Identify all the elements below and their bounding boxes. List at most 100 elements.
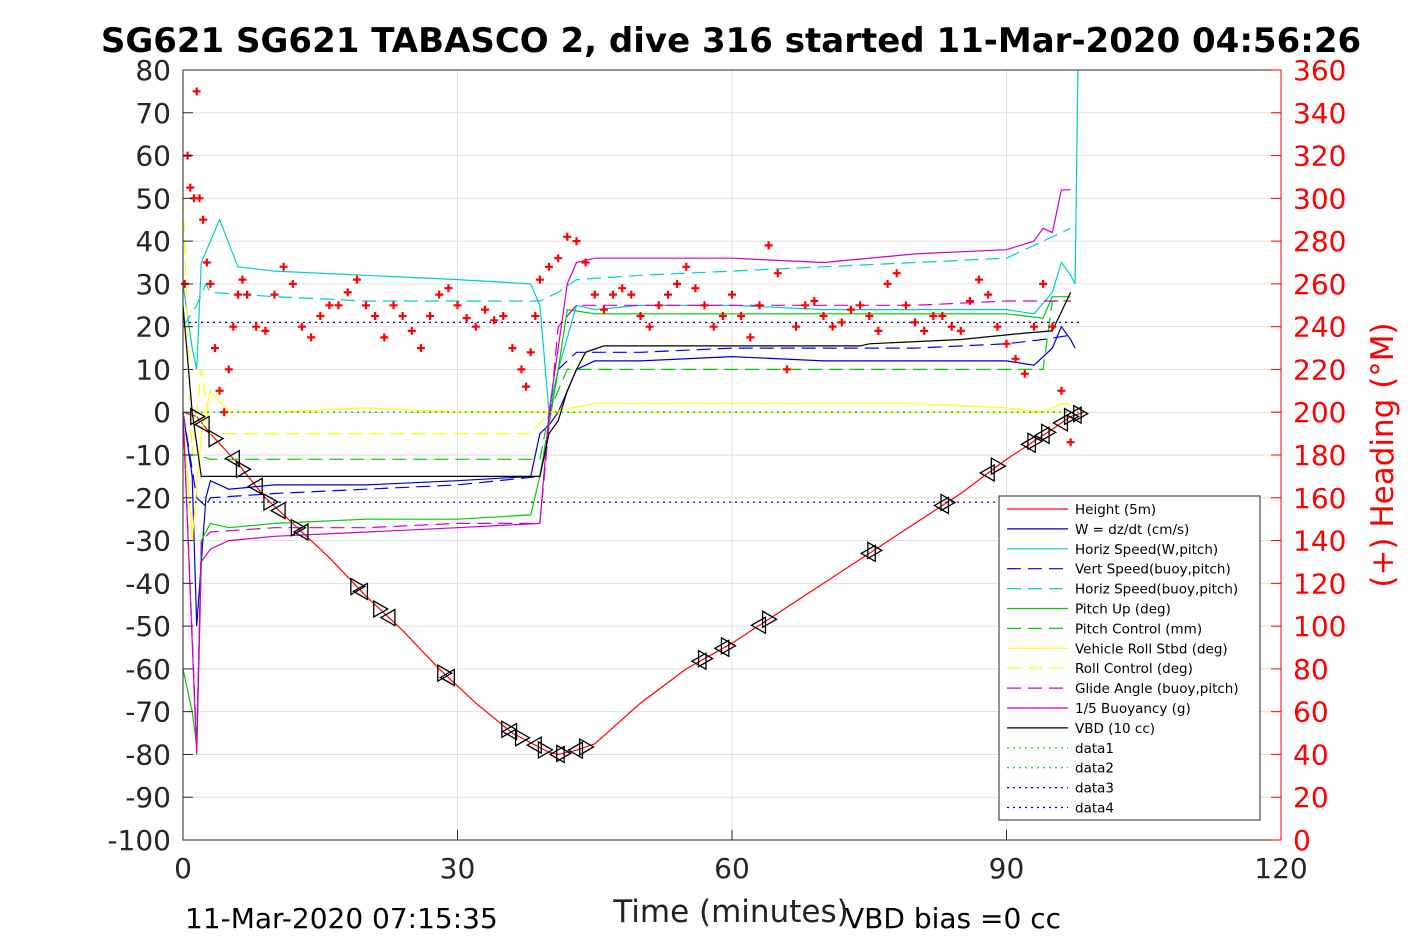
heading-point — [590, 290, 599, 299]
heading-point — [984, 290, 993, 299]
heading-point — [883, 279, 892, 288]
heading-point — [526, 348, 535, 357]
x-tick-label: 60 — [714, 852, 750, 885]
y2-tick-label: 180 — [1293, 439, 1346, 472]
heading-point — [965, 297, 974, 305]
heading-point — [307, 333, 316, 342]
heading-point — [517, 365, 526, 374]
heading-point — [581, 258, 590, 267]
legend-label: W = dz/dt (cm/s) — [1075, 522, 1189, 538]
heading-point — [728, 290, 736, 299]
heading-point — [343, 288, 352, 297]
position-marker — [537, 740, 554, 760]
y-tick-label: 40 — [135, 225, 171, 258]
position-marker — [246, 477, 263, 496]
x-axis-ticks: 0 30 60 90 120 — [174, 830, 1308, 885]
heading-point — [238, 275, 247, 284]
heading-point — [229, 322, 238, 331]
legend-label: data1 — [1075, 741, 1114, 757]
position-marker — [990, 457, 1007, 476]
heading-point — [563, 232, 572, 241]
position-marker — [697, 649, 714, 668]
heading-point — [801, 301, 810, 310]
heading-point — [288, 279, 297, 288]
heading-point — [471, 322, 480, 331]
heading-point — [746, 333, 755, 342]
heading-point — [371, 312, 380, 320]
heading-point — [522, 382, 531, 391]
heading-point — [389, 301, 398, 310]
legend: Height (5m) W = dz/dt (cm/s) Horiz Speed(W… — [998, 495, 1261, 821]
heading-point — [1020, 369, 1029, 378]
legend-label: Roll Control (deg) — [1075, 661, 1193, 677]
position-marker — [350, 577, 367, 596]
heading-point — [682, 262, 691, 271]
heading-point — [901, 301, 910, 310]
y-tick-label: -10 — [125, 439, 171, 472]
y2-tick-label: 40 — [1293, 738, 1329, 771]
position-marker — [235, 460, 252, 479]
heading-point — [947, 322, 956, 331]
y2-tick-label: 20 — [1293, 781, 1329, 814]
heading-point — [865, 312, 874, 320]
position-marker — [1073, 404, 1090, 423]
x-axis-label: Time (minutes) — [612, 894, 848, 930]
position-marker — [208, 429, 225, 448]
position-marker — [373, 599, 390, 619]
heading-point — [1002, 339, 1011, 348]
heading-point — [416, 344, 425, 353]
position-marker — [578, 737, 595, 757]
position-marker — [501, 720, 518, 739]
heading-point — [874, 326, 883, 335]
heading-point — [1011, 354, 1020, 363]
heading-point — [398, 312, 407, 320]
heading-point — [737, 312, 746, 320]
heading-point — [435, 290, 444, 299]
y-tick-label: 60 — [135, 140, 171, 173]
y2-tick-label: 120 — [1293, 567, 1346, 600]
y-tick-label: -50 — [125, 610, 171, 643]
position-marker — [193, 415, 210, 434]
legend-label: Vert Speed(buoy,pitch) — [1075, 562, 1231, 578]
heading-point — [499, 312, 508, 320]
heading-point — [828, 322, 837, 331]
y-tick-label: -90 — [125, 781, 171, 814]
y2-tick-label: 140 — [1293, 525, 1346, 558]
heading-point — [462, 314, 471, 323]
y-tick-label: 20 — [135, 311, 171, 344]
heading-point — [929, 312, 938, 320]
y2-tick-label: 60 — [1293, 696, 1329, 729]
position-marker — [290, 518, 307, 537]
heading-point — [920, 326, 929, 335]
x-tick-label: 30 — [440, 852, 476, 885]
heading-point — [892, 269, 901, 278]
position-markers — [190, 404, 1090, 764]
heading-point — [782, 365, 791, 374]
series-line-pitch-control-mm — [183, 300, 1071, 460]
heading-point — [297, 322, 306, 331]
heading-point — [444, 284, 453, 293]
heading-point — [755, 301, 764, 310]
series-group — [182, 69, 1085, 756]
y2-tick-label: 220 — [1293, 353, 1346, 386]
legend-label: Glide Angle (buoy,pitch) — [1075, 681, 1239, 697]
heading-point — [535, 275, 544, 284]
heading-point — [856, 301, 865, 310]
y2-tick-label: 280 — [1293, 225, 1346, 258]
heading-point — [764, 241, 773, 250]
heading-point — [233, 290, 242, 299]
heading-point — [691, 284, 700, 293]
y-axis-ticks: 80 70 60 50 40 30 20 10 0 -10 -20 -30 -40 -50 -60 -70 -8… — [107, 54, 193, 857]
heading-point — [1048, 322, 1057, 331]
heading-point — [956, 326, 965, 335]
legend-label: VBD (10 cc) — [1075, 721, 1155, 737]
heading-series — [180, 87, 1075, 447]
heading-point — [195, 194, 204, 203]
y2-tick-label: 240 — [1293, 311, 1346, 344]
x-tick-label: 0 — [174, 852, 192, 885]
heading-point — [531, 312, 540, 320]
y2-tick-label: 200 — [1293, 396, 1346, 429]
heading-point — [810, 297, 819, 305]
heading-point — [426, 312, 435, 320]
